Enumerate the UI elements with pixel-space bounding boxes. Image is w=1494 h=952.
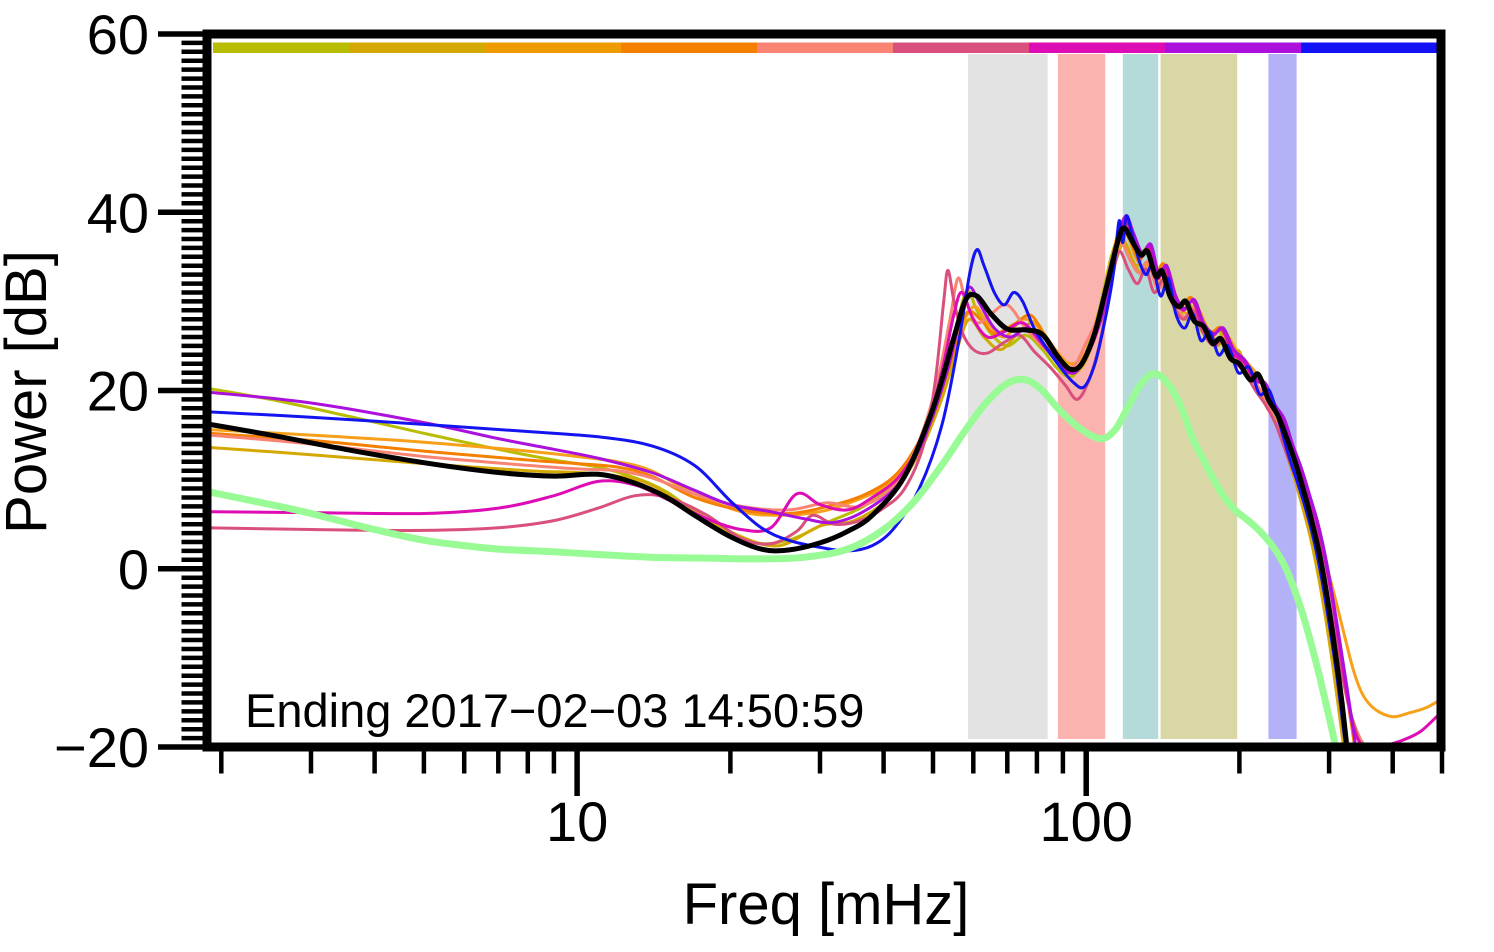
colorbar-segment — [757, 42, 894, 53]
colorbar-segment — [485, 42, 622, 53]
band-teal — [1122, 54, 1159, 739]
colorbar-segment — [349, 42, 486, 53]
colorbar-segment — [213, 42, 350, 53]
series-reference-lightgreen — [211, 370, 1339, 743]
series-mean-black — [211, 225, 1349, 743]
y-tick-label: 60 — [87, 3, 149, 66]
y-axis-label: Power [dB] — [0, 250, 59, 534]
axis-ticks-layer — [158, 31, 1445, 796]
plot-frame — [202, 29, 1446, 752]
colorbar-segment — [621, 42, 758, 53]
y-tick-label: −20 — [54, 716, 149, 779]
y-tick-label: 20 — [87, 360, 149, 423]
x-tick-label: 10 — [546, 790, 608, 853]
colorbar-segment — [1029, 42, 1166, 53]
colorbar-segment — [893, 42, 1030, 53]
time-colorbar — [213, 42, 1438, 53]
ending-timestamp: Ending 2017−02−03 14:50:59 — [245, 684, 864, 737]
colorbar-segment — [1165, 42, 1302, 53]
y-tick-label: 40 — [87, 181, 149, 244]
x-tick-label: 100 — [1039, 790, 1132, 853]
tick-labels-layer: −20 0 20 40 60 10 100 — [54, 3, 1133, 853]
spectra-layer — [211, 214, 1437, 743]
band-gray — [968, 54, 1048, 739]
x-axis-label: Freq [mHz] — [683, 872, 970, 937]
series-spectrum-3-orange-light — [211, 233, 1437, 719]
y-tick-label: 0 — [118, 538, 149, 601]
colorbar-segment — [1301, 42, 1438, 53]
series-spectrum-7-magenta — [211, 216, 1437, 743]
